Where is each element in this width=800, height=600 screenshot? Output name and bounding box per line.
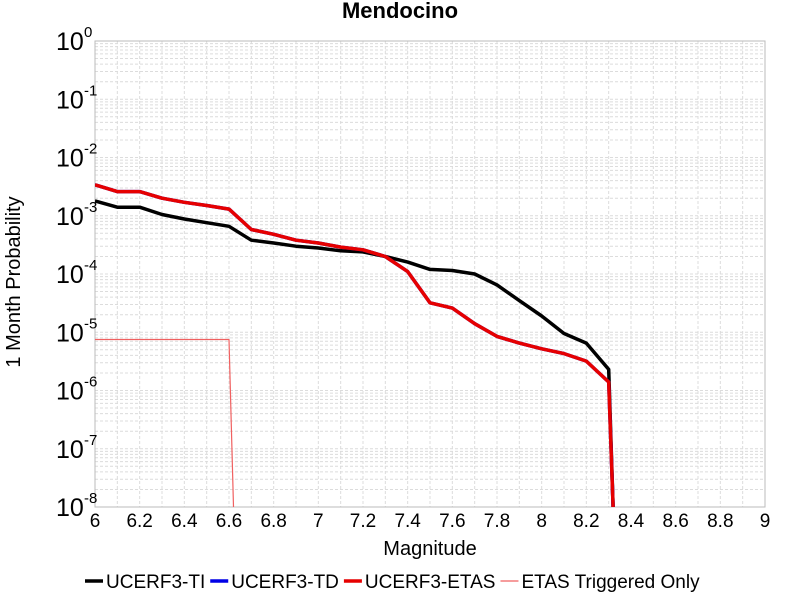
x-tick-label: 7.6 (439, 511, 465, 532)
y-tick-exponent: -7 (84, 432, 97, 449)
y-tick-label: 10 (56, 28, 84, 56)
x-axis-ticks: 6 6.2 6.4 6.6 6.8 7 7.2 7.4 7.6 7.8 8 8.2 8.4 8.6 8.8 9 (90, 511, 771, 532)
legend-label-2: UCERF3-ETAS (365, 572, 496, 593)
x-tick-label: 7.4 (394, 511, 421, 532)
x-tick-label: 6 (90, 511, 101, 532)
legend: UCERF3-TI UCERF3-TD UCERF3-ETAS ETAS Trigge… (85, 572, 700, 593)
x-tick-label: 6.2 (126, 511, 152, 532)
y-tick-label: 10 (56, 319, 84, 347)
legend-label-0: UCERF3-TI (106, 572, 205, 593)
y-axis-label: 1 Month Probability (3, 196, 25, 367)
y-tick-label: 10 (56, 378, 84, 406)
y-tick-label: 10 (56, 145, 84, 173)
y-tick-exponent: -4 (84, 257, 97, 274)
y-tick-label: 10 (56, 203, 84, 231)
y-tick-exponent: -3 (84, 199, 97, 216)
y-tick-exponent: -6 (84, 374, 97, 391)
grid-lines (94, 41, 766, 508)
chart-title: Mendocino (342, 0, 458, 23)
series-layer (95, 183, 615, 507)
x-tick-label: 8.6 (662, 511, 688, 532)
x-tick-label: 7 (313, 511, 324, 532)
x-tick-label: 8 (536, 511, 547, 532)
x-tick-label: 6.6 (216, 511, 242, 532)
x-tick-label: 6.4 (171, 511, 198, 532)
x-tick-label: 7.2 (350, 511, 376, 532)
y-tick-label: 10 (56, 261, 84, 289)
y-tick-label: 10 (56, 436, 84, 464)
x-tick-label: 8.2 (573, 511, 599, 532)
x-tick-label: 9 (760, 511, 771, 532)
x-tick-label: 6.8 (260, 511, 286, 532)
y-tick-exponent: -1 (84, 82, 97, 99)
series-line-2 (95, 183, 615, 507)
x-tick-label: 8.4 (618, 511, 645, 532)
y-tick-exponent: 0 (84, 24, 92, 41)
plot-area-frame (94, 40, 766, 508)
y-tick-exponent: -2 (84, 141, 97, 158)
y-tick-exponent: -5 (84, 315, 97, 332)
x-tick-label: 7.8 (484, 511, 510, 532)
legend-label-1: UCERF3-TD (231, 572, 339, 593)
series-line-3 (95, 338, 235, 507)
x-axis-label: Magnitude (383, 538, 476, 560)
legend-label-3: ETAS Triggered Only (521, 572, 700, 593)
y-tick-exponent: -8 (84, 490, 97, 507)
x-tick-label: 8.8 (707, 511, 733, 532)
series-line-0 (95, 199, 615, 507)
y-tick-label: 10 (56, 86, 84, 114)
y-tick-label: 10 (56, 494, 84, 522)
